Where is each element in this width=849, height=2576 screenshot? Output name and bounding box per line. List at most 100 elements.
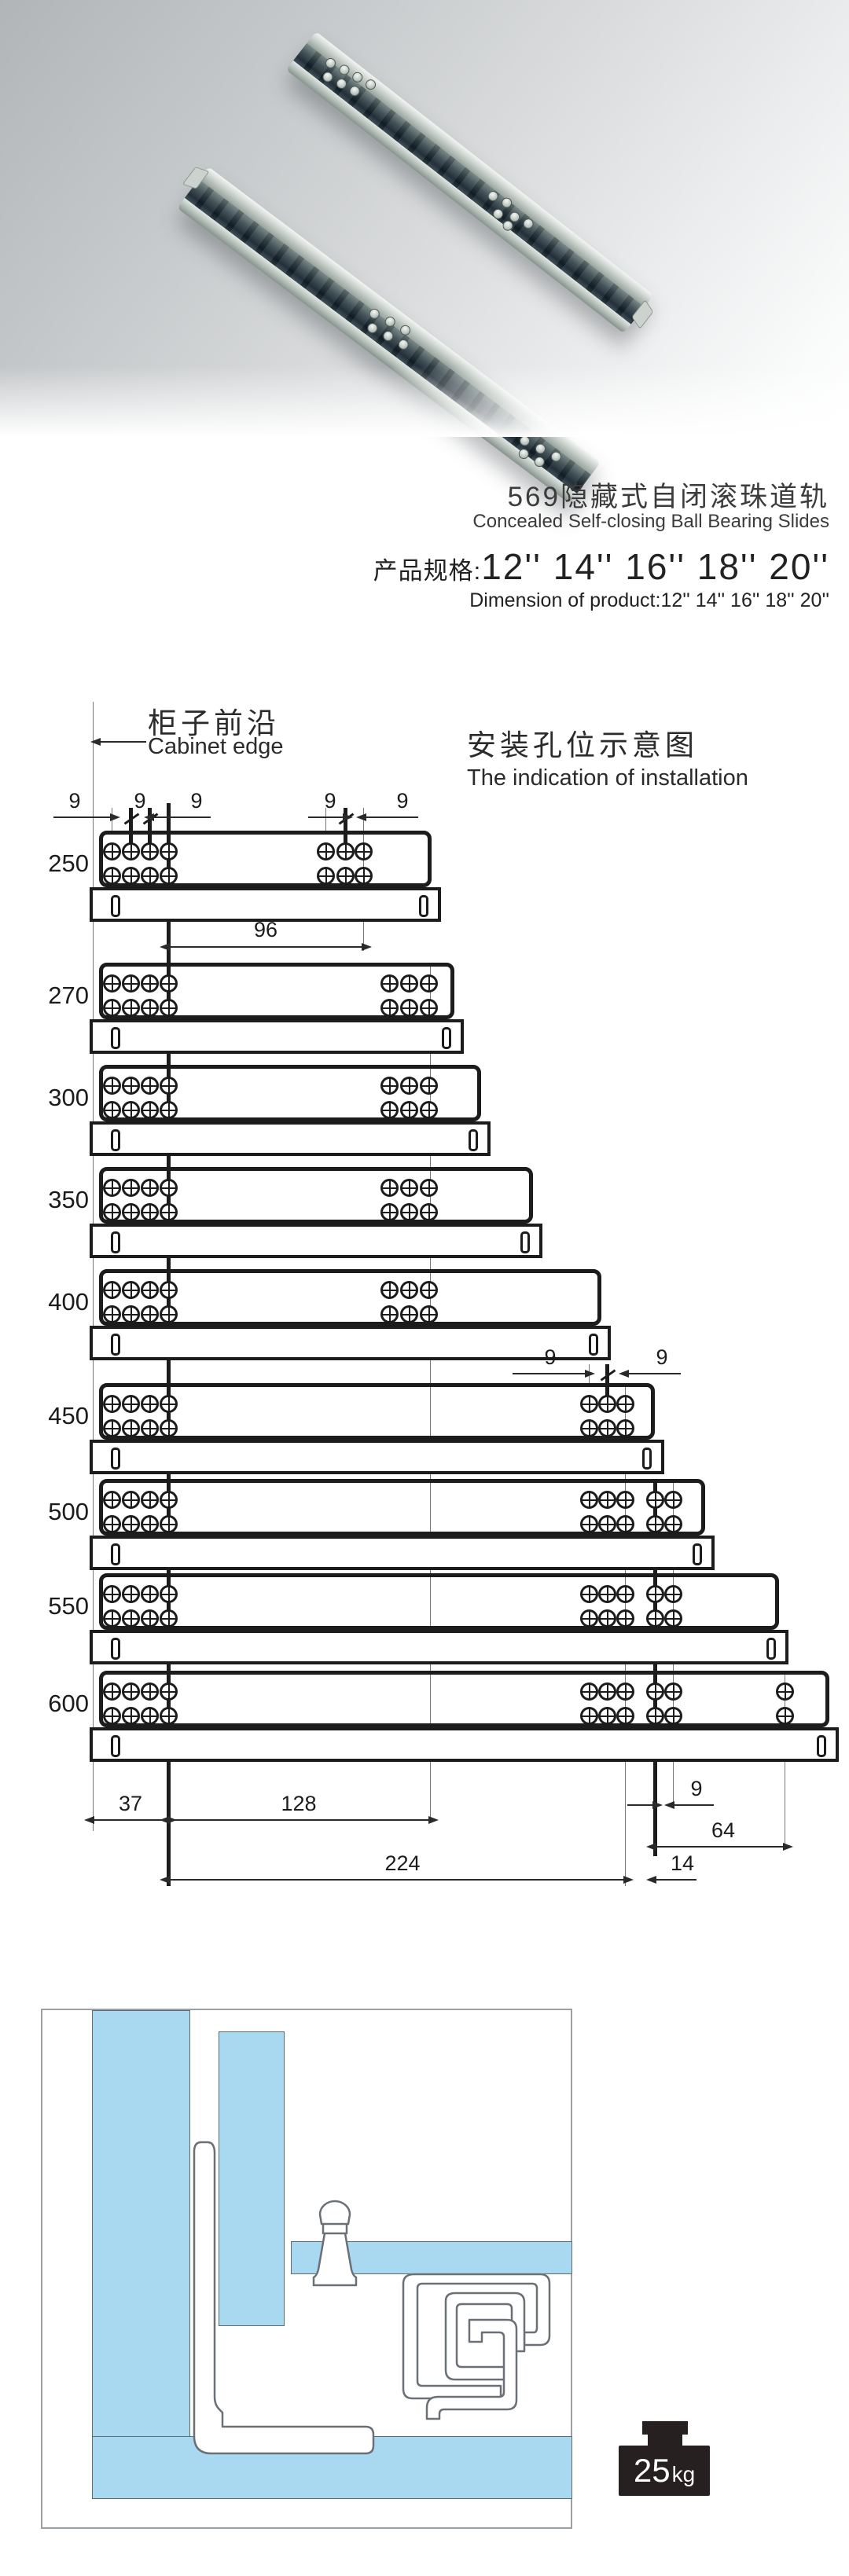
dimension-label: 9 <box>324 789 336 813</box>
mounting-hole <box>160 1609 178 1627</box>
mounting-hole <box>580 1682 598 1701</box>
mounting-hole <box>103 1077 121 1095</box>
dimension-line <box>308 816 343 818</box>
rail-slot <box>442 1027 451 1049</box>
mounting-hole <box>420 1305 438 1323</box>
spec-label-en: Dimension of product: <box>469 589 661 611</box>
row-length-label: 550 <box>48 1592 89 1620</box>
mounting-hole <box>160 1101 178 1119</box>
mounting-hole <box>103 1682 121 1701</box>
rail-slot <box>111 1027 120 1049</box>
slide-lower-rail <box>90 1224 542 1258</box>
dimension-line <box>170 946 362 948</box>
mounting-hole <box>103 974 121 993</box>
screw <box>312 2200 358 2287</box>
product-spec-line: 产品规格: 12'' 14'' 16'' 18'' 20'' <box>373 545 829 588</box>
rail-slot <box>111 1231 120 1253</box>
mounting-hole <box>141 867 159 885</box>
mounting-hole <box>103 1585 121 1603</box>
mounting-hole <box>160 1203 178 1221</box>
dimension-arrow <box>362 943 372 951</box>
dimension-arrow <box>356 813 366 821</box>
mounting-hole <box>122 1707 140 1725</box>
mounting-hole <box>122 1203 140 1221</box>
dimension-arrow <box>652 1801 663 1809</box>
mounting-hole <box>103 867 121 885</box>
mounting-hole <box>141 1203 159 1221</box>
row-length-label: 400 <box>48 1288 89 1316</box>
mounting-hole <box>160 1419 178 1437</box>
rail-slot <box>469 1129 478 1151</box>
mounting-hole <box>122 1281 140 1299</box>
mounting-hole <box>598 1682 616 1701</box>
dimension-line <box>366 816 418 818</box>
mounting-hole <box>122 1077 140 1095</box>
mounting-hole <box>420 1101 438 1119</box>
rail-slot <box>111 1448 120 1470</box>
mounting-hole <box>380 1281 399 1299</box>
mounting-hole <box>598 1585 616 1603</box>
rail-slot <box>693 1543 702 1565</box>
mounting-hole <box>160 1585 178 1603</box>
mounting-hole <box>160 1281 178 1299</box>
slide-upper-rail <box>99 1167 533 1224</box>
mounting-hole <box>380 974 399 993</box>
mounting-hole <box>122 842 140 861</box>
row-length-label: 300 <box>48 1084 89 1111</box>
mounting-hole <box>317 867 335 885</box>
mounting-hole <box>141 1585 159 1603</box>
mounting-hole <box>400 1077 418 1095</box>
mounting-hole <box>141 1305 159 1323</box>
mounting-hole <box>122 974 140 993</box>
mounting-hole <box>141 1395 159 1413</box>
mounting-hole <box>616 1395 634 1413</box>
mounting-hole <box>160 1179 178 1197</box>
product-title-en: Concealed Self-closing Ball Bearing Slid… <box>472 511 829 532</box>
slide-lower-rail <box>90 887 441 922</box>
mounting-hole <box>122 999 140 1017</box>
mounting-hole <box>122 1419 140 1437</box>
slide-upper-rail <box>99 1383 655 1440</box>
mounting-hole <box>160 1707 178 1725</box>
dimension-label: 224 <box>384 1851 421 1875</box>
row-length-label: 250 <box>48 849 89 877</box>
mounting-hole <box>598 1419 616 1437</box>
mounting-hole <box>355 842 373 861</box>
mounting-hole <box>616 1609 634 1627</box>
spec-label-zh: 产品规格: <box>373 557 482 585</box>
mounting-hole <box>616 1515 634 1533</box>
rail-slot <box>111 1129 120 1151</box>
mounting-hole <box>420 1077 438 1095</box>
dimension-line <box>513 1373 585 1374</box>
dimension-arrow <box>90 738 101 746</box>
mounting-hole <box>141 1179 159 1197</box>
mounting-hole <box>103 1707 121 1725</box>
rail-slot <box>111 1334 120 1356</box>
dimension-arrow <box>84 1816 94 1824</box>
dimension-line <box>94 1819 167 1821</box>
mounting-hole <box>400 1203 418 1221</box>
dimension-arrow <box>646 1876 656 1884</box>
dimension-label: 9 <box>190 789 203 813</box>
mounting-hole <box>122 1585 140 1603</box>
mounting-hole <box>141 1281 159 1299</box>
dimension-label: 14 <box>670 1851 695 1875</box>
mounting-hole <box>160 1682 178 1701</box>
mounting-hole <box>103 1491 121 1509</box>
mounting-hole <box>122 1609 140 1627</box>
mounting-hole <box>646 1707 664 1725</box>
mounting-hole <box>646 1491 664 1509</box>
dimension-arrow <box>160 943 170 951</box>
rail-slot <box>111 1543 120 1565</box>
product-title-zh: 569隐藏式自闭滚珠道轨 <box>507 482 829 512</box>
rail-slot <box>111 895 120 917</box>
mounting-hole <box>380 1179 399 1197</box>
mounting-hole <box>616 1707 634 1725</box>
mounting-hole <box>580 1585 598 1603</box>
slide-upper-rail <box>99 1479 705 1536</box>
mounting-hole <box>646 1682 664 1701</box>
mounting-hole <box>664 1585 682 1603</box>
row-length-label: 270 <box>48 982 89 1009</box>
mounting-hole <box>317 842 335 861</box>
